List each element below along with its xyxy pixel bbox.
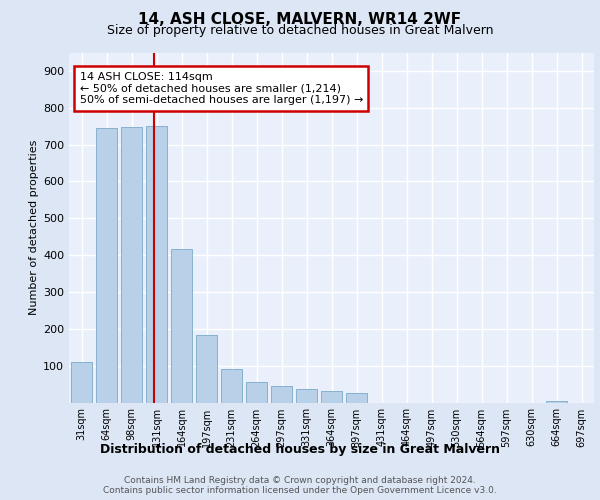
Text: 14, ASH CLOSE, MALVERN, WR14 2WF: 14, ASH CLOSE, MALVERN, WR14 2WF [139,12,461,28]
Bar [221,370,242,402]
Bar [171,248,192,402]
Text: Distribution of detached houses by size in Great Malvern: Distribution of detached houses by size … [100,442,500,456]
Bar [271,386,292,402]
Bar [96,128,117,402]
Text: Contains public sector information licensed under the Open Government Licence v3: Contains public sector information licen… [103,486,497,495]
Bar [121,127,142,402]
Y-axis label: Number of detached properties: Number of detached properties [29,140,39,315]
Bar [296,388,317,402]
Bar [346,394,367,402]
Text: Size of property relative to detached houses in Great Malvern: Size of property relative to detached ho… [107,24,493,37]
Bar [71,362,92,403]
Bar [146,126,167,402]
Bar [321,392,342,402]
Bar [246,382,267,402]
Text: 14 ASH CLOSE: 114sqm
← 50% of detached houses are smaller (1,214)
50% of semi-de: 14 ASH CLOSE: 114sqm ← 50% of detached h… [79,72,363,105]
Bar [546,400,567,402]
Bar [196,335,217,402]
Text: Contains HM Land Registry data © Crown copyright and database right 2024.: Contains HM Land Registry data © Crown c… [124,476,476,485]
